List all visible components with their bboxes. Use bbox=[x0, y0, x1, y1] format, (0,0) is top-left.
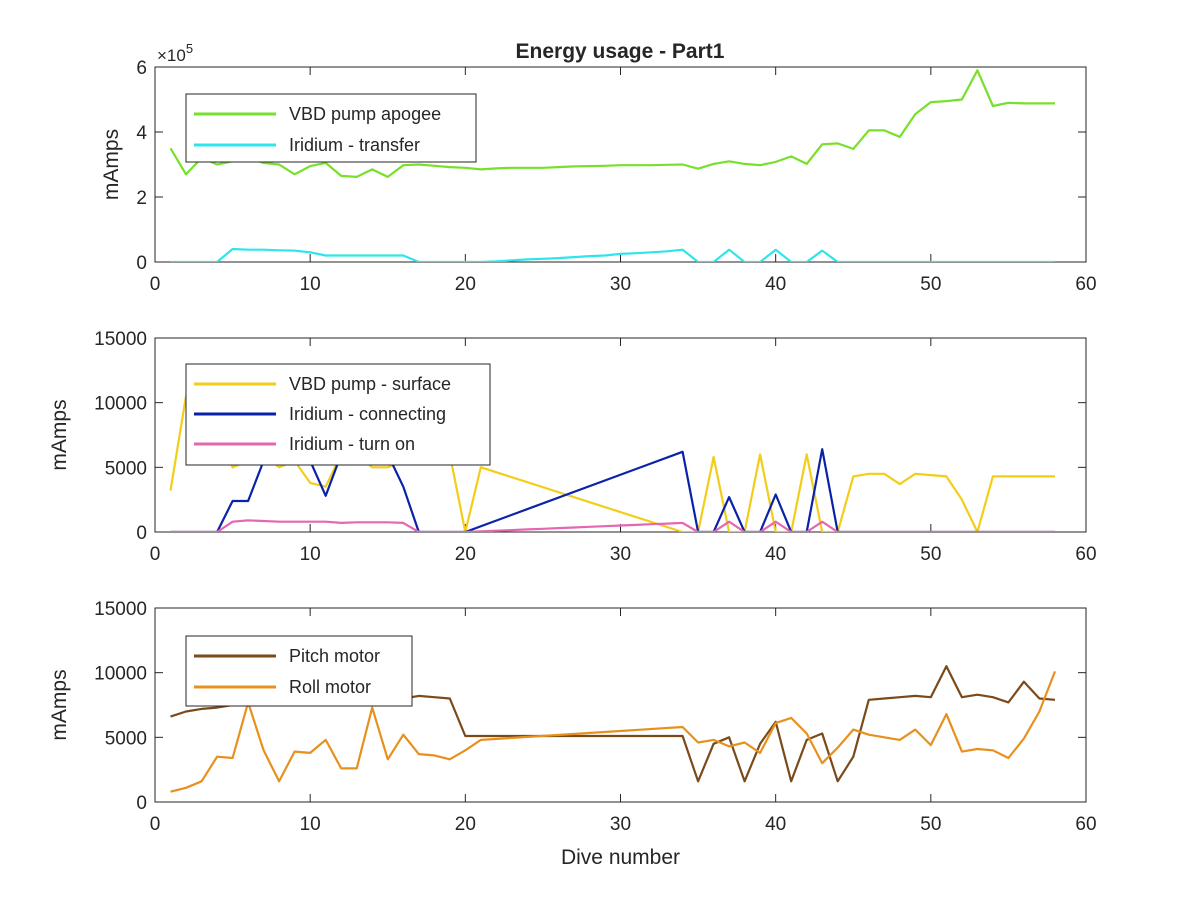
legend-box bbox=[185, 93, 477, 163]
y-tick-label: 0 bbox=[136, 523, 147, 544]
x-tick-label: 10 bbox=[300, 544, 321, 565]
legend-entry: VBD pump - surface bbox=[289, 374, 451, 394]
legend: VBD pump - surface Iridium - connecting Ir… bbox=[185, 363, 491, 466]
x-tick-label: 50 bbox=[920, 814, 941, 835]
x-tick-label: 20 bbox=[455, 814, 476, 835]
x-tick-label: 40 bbox=[765, 814, 786, 835]
chart-panel-2: 0 10 20 30 40 50 60 0 5000 10000 15000 mAmps VBD pum… bbox=[48, 329, 1097, 565]
series-line-2 bbox=[170, 247, 1055, 262]
legend-entry: Iridium - connecting bbox=[289, 404, 446, 424]
figure-title: Energy usage - Part1 bbox=[516, 40, 725, 63]
x-tick-label: 30 bbox=[610, 814, 631, 835]
legend-entry: VBD pump apogee bbox=[289, 104, 441, 124]
x-tick-label: 0 bbox=[150, 814, 161, 835]
x-tick-label: 50 bbox=[920, 544, 941, 565]
y-axis-label: mAmps bbox=[48, 399, 71, 470]
y-tick-label: 0 bbox=[136, 793, 147, 814]
x-tick-label: 30 bbox=[610, 274, 631, 295]
y-axis-label: mAmps bbox=[100, 129, 123, 200]
x-tick-label: 0 bbox=[150, 544, 161, 565]
x-tick-label: 10 bbox=[300, 814, 321, 835]
series-line-1 bbox=[169, 395, 1055, 532]
x-tick-label: 30 bbox=[610, 544, 631, 565]
legend-box bbox=[185, 635, 413, 707]
y-tick-label: 5000 bbox=[105, 458, 147, 479]
legend-entry: Iridium - transfer bbox=[289, 135, 420, 155]
x-tick-label: 20 bbox=[455, 274, 476, 295]
legend-entry: Roll motor bbox=[289, 677, 371, 697]
legend: Pitch motor Roll motor bbox=[185, 635, 413, 707]
y-tick-label: 15000 bbox=[94, 329, 147, 350]
y-exponent-power: 5 bbox=[186, 41, 193, 56]
x-tick-label: 50 bbox=[920, 274, 941, 295]
y-tick-label: 4 bbox=[136, 123, 147, 144]
x-axis-label: Dive number bbox=[561, 846, 680, 869]
legend: VBD pump apogee Iridium - transfer bbox=[185, 93, 477, 163]
x-tick-label: 40 bbox=[765, 544, 786, 565]
x-tick-label: 60 bbox=[1075, 814, 1096, 835]
chart-panel-1: 0 10 20 30 40 50 60 0 2 4 6 ×105 mAmps VBD pump apoge… bbox=[100, 41, 1097, 295]
y-tick-label: 10000 bbox=[94, 394, 147, 415]
y-tick-label: 10000 bbox=[94, 664, 147, 685]
y-exponent-label: ×105 bbox=[157, 41, 193, 65]
series-group bbox=[169, 69, 1055, 262]
x-tick-label: 10 bbox=[300, 274, 321, 295]
x-tick-label: 60 bbox=[1075, 274, 1096, 295]
x-tick-label: 20 bbox=[455, 544, 476, 565]
legend-entry: Iridium - turn on bbox=[289, 434, 415, 454]
x-tick-label: 0 bbox=[150, 274, 161, 295]
y-tick-label: 0 bbox=[136, 253, 147, 274]
series-line-1 bbox=[169, 69, 1055, 178]
y-tick-label: 6 bbox=[136, 58, 147, 79]
series-line-2 bbox=[170, 671, 1057, 793]
y-tick-label: 2 bbox=[136, 188, 147, 209]
y-tick-label: 5000 bbox=[105, 728, 147, 749]
legend-entry: Pitch motor bbox=[289, 646, 380, 666]
chart-panel-3: 0 10 20 30 40 50 60 0 5000 10000 15000 mAmps Dive nu… bbox=[48, 599, 1097, 869]
x-tick-label: 40 bbox=[765, 274, 786, 295]
y-axis-label: mAmps bbox=[48, 669, 71, 740]
y-tick-label: 15000 bbox=[94, 599, 147, 620]
series-line-3 bbox=[170, 519, 1055, 532]
x-tick-label: 60 bbox=[1075, 544, 1096, 565]
